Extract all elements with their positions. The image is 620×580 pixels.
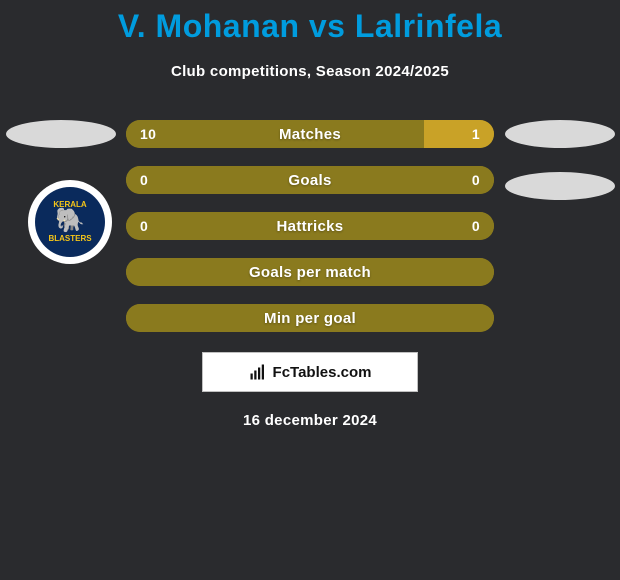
elephant-icon: 🐘 <box>55 209 85 233</box>
comparison-panel: KERALA 🐘 BLASTERS 10 1 Matches 0 0 Goals 0 0 Hat… <box>0 120 620 429</box>
stat-label: Matches <box>279 126 341 143</box>
stat-bar: Goals per match <box>126 258 494 286</box>
stat-value-right: 0 <box>472 172 480 188</box>
page-title: V. Mohanan vs Lalrinfela <box>0 0 620 45</box>
stat-bar: 10 1 Matches <box>126 120 494 148</box>
stat-value-left: 0 <box>140 172 148 188</box>
stat-fill-right <box>424 120 494 148</box>
attribution-badge: FcTables.com <box>202 352 418 392</box>
stat-bar: 0 0 Goals <box>126 166 494 194</box>
club-badge-inner: KERALA 🐘 BLASTERS <box>35 187 105 257</box>
stat-value-right: 1 <box>472 126 480 142</box>
stat-label: Hattricks <box>277 218 344 235</box>
stat-label: Min per goal <box>264 310 356 327</box>
player-right-placeholder-2 <box>505 172 615 200</box>
stat-bar: Min per goal <box>126 304 494 332</box>
subtitle: Club competitions, Season 2024/2025 <box>0 63 620 80</box>
stat-fill-left <box>126 120 424 148</box>
player-left-placeholder <box>6 120 116 148</box>
stat-value-right: 0 <box>472 218 480 234</box>
stat-label: Goals per match <box>249 264 371 281</box>
stats-bars: 10 1 Matches 0 0 Goals 0 0 Hattricks Goals per ma… <box>126 120 494 332</box>
stat-value-left: 10 <box>140 126 156 142</box>
date-text: 16 december 2024 <box>0 412 620 429</box>
club-badge-bottom-text: BLASTERS <box>48 235 91 243</box>
player-right-placeholder-1 <box>505 120 615 148</box>
stat-bar: 0 0 Hattricks <box>126 212 494 240</box>
attribution-text: FcTables.com <box>273 364 372 381</box>
bar-chart-icon <box>249 363 267 381</box>
stat-value-left: 0 <box>140 218 148 234</box>
stat-label: Goals <box>288 172 331 189</box>
club-badge-left: KERALA 🐘 BLASTERS <box>28 180 112 264</box>
